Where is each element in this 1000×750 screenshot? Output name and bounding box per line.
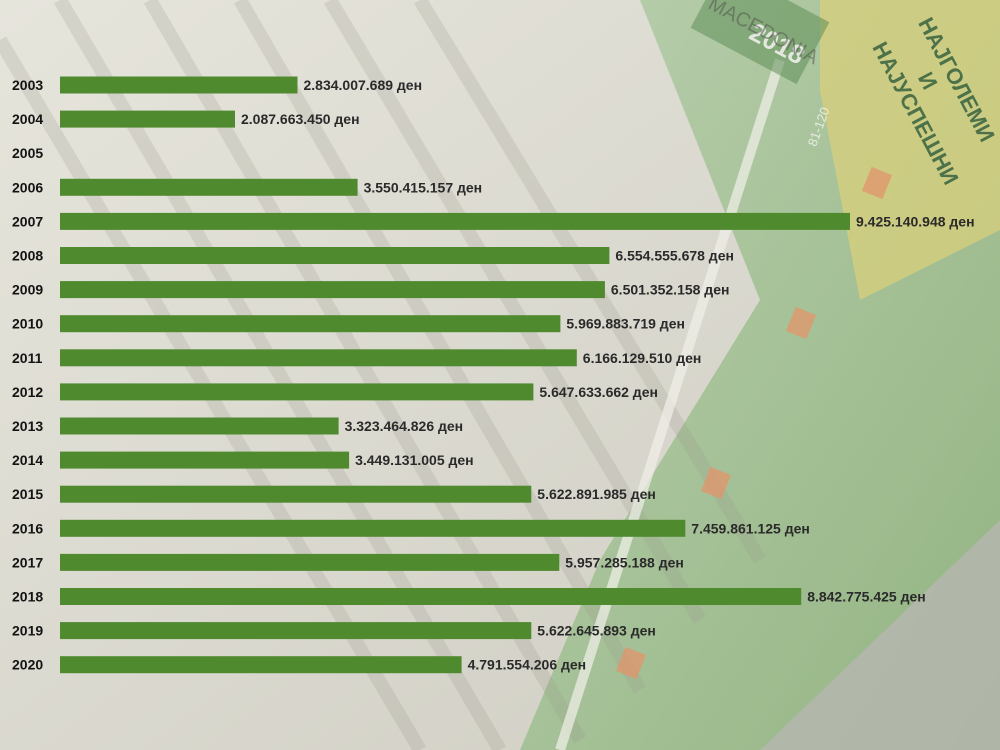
bar-2009 — [60, 281, 605, 299]
year-label-2012: 2012 — [12, 384, 43, 400]
bar-2010 — [60, 315, 561, 333]
year-label-2004: 2004 — [12, 111, 43, 127]
year-label-2010: 2010 — [12, 316, 43, 332]
year-label-2017: 2017 — [12, 554, 43, 570]
value-label-2019: 5.622.645.893 ден — [537, 623, 656, 639]
value-label-2006: 3.550.415.157 ден — [364, 179, 483, 195]
value-label-2003: 2.834.007.689 ден — [304, 77, 423, 93]
year-label-2014: 2014 — [12, 452, 43, 468]
value-label-2012: 5.647.633.662 ден — [539, 384, 658, 400]
bar-2011 — [60, 349, 577, 367]
value-label-2011: 6.166.129.510 ден — [583, 350, 702, 366]
year-label-2018: 2018 — [12, 589, 43, 605]
year-label-2005: 2005 — [12, 145, 43, 161]
bar-2012 — [60, 383, 534, 401]
bar-2004 — [60, 110, 235, 128]
year-label-2003: 2003 — [12, 77, 43, 93]
value-label-2010: 5.969.883.719 ден — [566, 316, 685, 332]
value-label-2004: 2.087.663.450 ден — [241, 111, 360, 127]
value-label-2017: 5.957.285.188 ден — [565, 554, 684, 570]
year-label-2013: 2013 — [12, 418, 43, 434]
bar-2015 — [60, 485, 532, 503]
year-label-2015: 2015 — [12, 486, 43, 502]
year-label-2019: 2019 — [12, 623, 43, 639]
value-label-2007: 9.425.140.948 ден — [856, 213, 975, 229]
value-label-2013: 3.323.464.826 ден — [345, 418, 464, 434]
value-label-2016: 7.459.861.125 ден — [691, 520, 810, 536]
bar-2008 — [60, 247, 610, 264]
bar-2017 — [60, 553, 560, 571]
year-label-2011: 2011 — [12, 350, 43, 366]
bar-2014 — [60, 451, 350, 469]
bar-2019 — [60, 622, 532, 640]
value-label-2009: 6.501.352.158 ден — [611, 282, 730, 298]
value-label-2020: 4.791.554.206 ден — [468, 657, 587, 673]
year-label-2006: 2006 — [12, 179, 43, 195]
bar-2016 — [60, 519, 686, 537]
year-label-2009: 2009 — [12, 282, 43, 298]
bar-2007 — [60, 212, 850, 230]
bar-2018 — [60, 588, 802, 605]
value-label-2014: 3.449.131.005 ден — [355, 452, 474, 468]
bar-2013 — [60, 417, 339, 435]
year-label-2008: 2008 — [12, 248, 43, 264]
bar-2003 — [60, 76, 298, 94]
labels-layer: 2003 2.834.007.689 ден 2004 2.087.663.450 д… — [12, 77, 975, 673]
year-label-2007: 2007 — [12, 213, 43, 229]
bar-2020 — [60, 656, 462, 674]
value-label-2018: 8.842.775.425 ден — [807, 589, 926, 605]
value-label-2015: 5.622.891.985 ден — [537, 486, 656, 502]
value-label-2008: 6.554.555.678 ден — [615, 248, 734, 264]
year-label-2016: 2016 — [12, 520, 43, 536]
bar-2006 — [60, 178, 358, 196]
bars-layer — [60, 76, 850, 674]
year-label-2020: 2020 — [12, 657, 43, 673]
